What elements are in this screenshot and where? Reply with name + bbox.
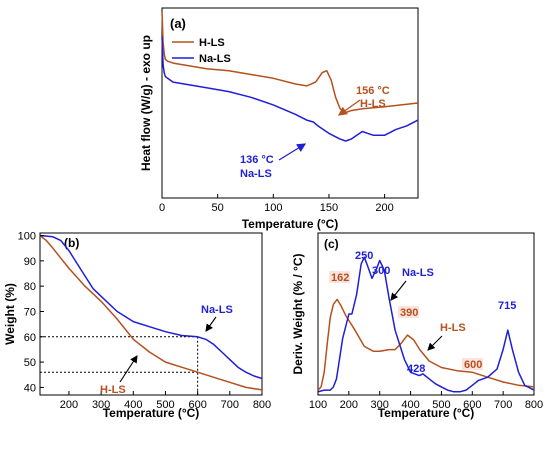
y-tick-label-b-70: 70: [24, 306, 36, 318]
badge-c-390: [398, 306, 419, 318]
x-tick-label-a-0: 0: [159, 202, 165, 214]
x-tick-label-c-200: 200: [340, 399, 358, 411]
annotation-c-390: 390: [400, 307, 418, 319]
badge-c-162: [329, 271, 350, 283]
series-line-c-h-ls: [317, 298, 535, 391]
x-tick-label-c-500: 500: [432, 399, 450, 411]
annotation-c-na-ls: Na-LS: [402, 267, 434, 279]
legend-label-h-ls: H-LS: [199, 37, 225, 49]
x-tick-label-b-400: 400: [124, 399, 142, 411]
x-tick-label-c-700: 700: [494, 399, 512, 411]
x-tick-label-b-200: 200: [60, 399, 78, 411]
plot-frame-b: [39, 232, 263, 396]
annotation-c-300: 300: [372, 265, 390, 277]
series-line-a-na-ls: [161, 36, 419, 142]
annotation-a-na-ls-name: Na-LS: [240, 168, 272, 180]
annotation-a-na-ls-arrow: [278, 143, 307, 161]
series-line-b-na-ls: [39, 234, 263, 380]
annotation-c-250: 250: [355, 250, 373, 262]
panel-label-b: (b): [64, 236, 79, 250]
y-axis-label-a: Heat flow (W/g) - exo up: [139, 35, 153, 171]
panel-a: (a) 0 50 100 150 200 H-LS Na-LS 156 °C H-LS …: [139, 7, 419, 231]
x-axis-label-a: Temperature (°C): [242, 217, 339, 231]
x-tick-label-b-800: 800: [253, 399, 271, 411]
annotation-b-h-ls-arrow: [119, 355, 138, 383]
annotation-c-h-ls-arrow: [427, 335, 443, 351]
panel-label-a: (a): [170, 16, 186, 31]
x-tick-label-b-600: 600: [188, 399, 206, 411]
x-tick-label-c-300: 300: [371, 399, 389, 411]
annotation-c-428: 428: [407, 363, 425, 375]
annotation-c-na-ls-arrow: [390, 280, 407, 301]
y-tick-label-b-50: 50: [24, 357, 36, 369]
annotation-c-162: 162: [331, 272, 349, 284]
plot-frame-c: [317, 232, 535, 396]
annotation-c-715: 715: [498, 300, 516, 312]
x-tick-label-b-700: 700: [221, 399, 239, 411]
series-line-b-h-ls: [39, 234, 263, 391]
y-tick-label-b-100: 100: [18, 231, 36, 243]
annotation-a-h-ls-arrow: [337, 99, 361, 116]
x-tick-label-c-600: 600: [463, 399, 481, 411]
y-axis-label-c: Deriv. Weight (% / °C): [291, 253, 305, 374]
x-tick-label-a-150: 150: [320, 202, 338, 214]
x-tick-label-b-500: 500: [156, 399, 174, 411]
badge-c-600: [462, 358, 483, 370]
annotation-b-h-ls: H-LS: [100, 384, 126, 396]
series-line-c-na-ls: [317, 256, 535, 393]
x-tick-label-a-100: 100: [264, 202, 282, 214]
y-axis-label-b: Weight (%): [3, 283, 17, 345]
y-tick-label-b-60: 60: [24, 332, 36, 344]
annotation-b-na-ls: Na-LS: [201, 304, 233, 316]
x-tick-label-c-800: 800: [525, 399, 543, 411]
x-axis-label-b: Temperature (°C): [103, 406, 200, 420]
annotation-a-na-ls-temp: 136 °C: [240, 154, 274, 166]
annotation-a-h-ls-name: H-LS: [360, 98, 386, 110]
y-tick-label-b-80: 80: [24, 281, 36, 293]
x-tick-label-b-300: 300: [92, 399, 110, 411]
panel-c: (c) 100 200 300 400 500 600 700 800 162 250 300…: [291, 232, 543, 420]
annotation-a-h-ls-temp: 156 °C: [356, 85, 390, 97]
x-tick-label-a-50: 50: [212, 202, 224, 214]
annotation-c-600: 600: [464, 359, 482, 371]
x-axis-label-c: Temperature (°C): [378, 406, 475, 420]
legend-label-na-ls: Na-LS: [199, 53, 231, 65]
x-tick-label-a-200: 200: [375, 202, 393, 214]
annotation-b-na-ls-arrow: [205, 316, 217, 332]
x-tick-label-c-400: 400: [401, 399, 419, 411]
y-tick-label-b-90: 90: [24, 256, 36, 268]
y-tick-label-b-40: 40: [24, 382, 36, 394]
panel-b: (b) 200 300 400 500 600 700 800 40 50 60 70 80 90 10…: [3, 231, 271, 420]
annotation-c-h-ls: H-LS: [440, 322, 466, 334]
panel-label-c: (c): [324, 237, 339, 251]
legend-a: H-LS Na-LS: [172, 37, 231, 65]
x-tick-label-c-100: 100: [309, 399, 327, 411]
